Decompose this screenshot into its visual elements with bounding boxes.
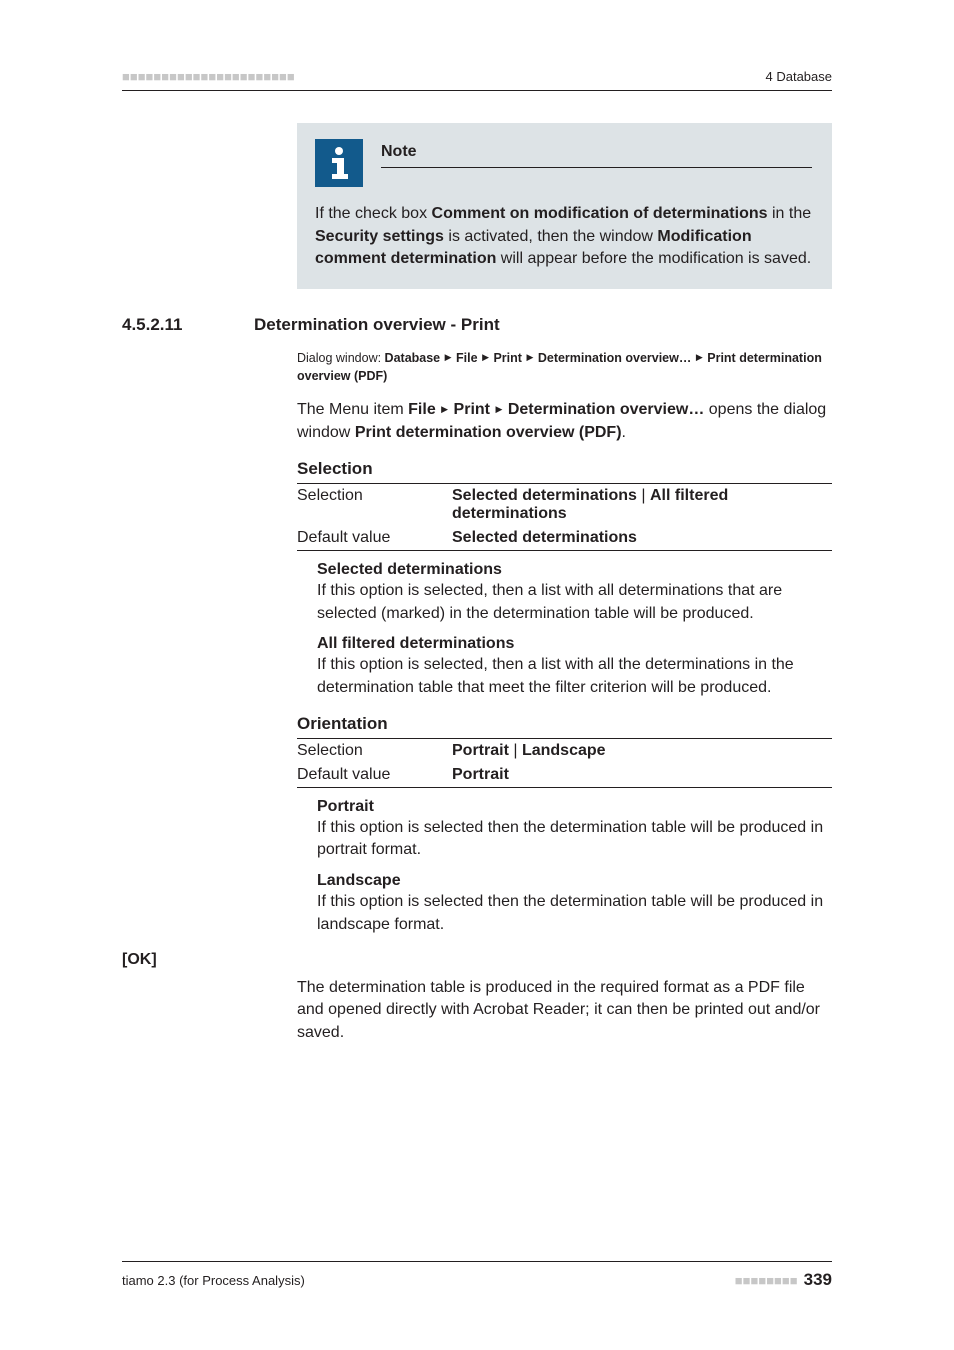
triangle-icon: ▶ (482, 351, 489, 364)
page-header: ■■■■■■■■■■■■■■■■■■■■■■ 4 Database (122, 68, 832, 84)
triangle-icon: ▶ (495, 403, 502, 416)
footer-left: tiamo 2.3 (for Process Analysis) (122, 1273, 305, 1288)
footer-dashes: ■■■■■■■■ (735, 1273, 798, 1288)
dialog-breadcrumb: Dialog window: Database ▶ File ▶ Print ▶… (297, 349, 832, 385)
ok-desc-block: The determination table is produced in t… (297, 977, 832, 1045)
section-title: Determination overview - Print (254, 315, 500, 335)
triangle-icon: ▶ (445, 351, 452, 364)
footer-rule (122, 1261, 832, 1262)
note-body: If the check box Comment on modification… (315, 203, 812, 271)
option-title: Landscape (317, 872, 832, 890)
table-row: Default value Portrait (297, 763, 832, 787)
note-text: in the (768, 205, 812, 222)
section-number: 4.5.2.11 (122, 315, 254, 335)
intro-text: . (622, 424, 626, 441)
note-heading-rule (381, 167, 812, 168)
crumb: File (456, 351, 478, 365)
orientation-options: Portrait If this option is selected then… (317, 798, 832, 937)
note-box: Note If the check box Comment on modific… (297, 123, 832, 289)
note-bold: Security settings (315, 228, 444, 245)
page-number: 339 (804, 1270, 832, 1290)
option-desc: If this option is selected then the dete… (317, 891, 832, 936)
note-heading: Note (381, 143, 812, 161)
option-title: Portrait (317, 798, 832, 816)
option-title: All filtered determinations (317, 635, 832, 653)
option-desc: If this option is selected, then a list … (317, 580, 832, 625)
header-rule (122, 90, 832, 91)
table-row: Selection Portrait | Landscape (297, 739, 832, 763)
row-key: Default value (297, 529, 452, 547)
row-value: Selected determinations | All filtered d… (452, 487, 832, 523)
note-heading-wrap: Note (381, 139, 812, 168)
row-key: Selection (297, 742, 452, 760)
note-bold: Comment on modification of determination… (432, 205, 768, 222)
row-value: Portrait (452, 766, 832, 784)
note-text: will appear before the modification is s… (496, 250, 811, 267)
triangle-icon: ▶ (526, 351, 533, 364)
value-a: Portrait (452, 766, 509, 783)
option-desc: If this option is selected then the dete… (317, 817, 832, 862)
intro-text: The Menu item (297, 401, 408, 418)
table-row: Default value Selected determinations (297, 526, 832, 550)
section-heading: 4.5.2.11 Determination overview - Print (122, 315, 832, 335)
table-row: Selection Selected determinations | All … (297, 484, 832, 526)
footer-right: ■■■■■■■■ 339 (735, 1270, 832, 1290)
value-sep: | (509, 742, 522, 759)
intro-bold: Print (454, 401, 490, 418)
ok-label: [OK] (122, 951, 832, 969)
triangle-icon: ▶ (696, 351, 703, 364)
header-chapter: 4 Database (766, 69, 833, 84)
value-a: Portrait (452, 742, 509, 759)
intro-bold: Determination overview… (508, 401, 705, 418)
page: ■■■■■■■■■■■■■■■■■■■■■■ 4 Database Note (0, 0, 954, 1350)
crumb: Print (493, 351, 521, 365)
section-body: Dialog window: Database ▶ File ▶ Print ▶… (297, 349, 832, 551)
dialog-prefix: Dialog window: (297, 351, 385, 365)
row-key: Selection (297, 487, 452, 523)
header-dashes: ■■■■■■■■■■■■■■■■■■■■■■ (122, 69, 295, 84)
selection-options: Selected determinations If this option i… (317, 561, 832, 700)
footer-row: tiamo 2.3 (for Process Analysis) ■■■■■■■… (122, 1270, 832, 1290)
selection-heading: Selection (297, 459, 832, 479)
selection-table: Selection Selected determinations | All … (297, 483, 832, 551)
info-icon (315, 139, 363, 187)
option-desc: If this option is selected, then a list … (317, 654, 832, 699)
option-title: Selected determinations (317, 561, 832, 579)
orientation-heading: Orientation (297, 714, 832, 734)
note-header-row: Note (315, 139, 812, 187)
triangle-icon: ▶ (441, 403, 448, 416)
page-footer: tiamo 2.3 (for Process Analysis) ■■■■■■■… (122, 1261, 832, 1290)
row-key: Default value (297, 766, 452, 784)
value-a: Selected determinations (452, 487, 637, 504)
row-value: Portrait | Landscape (452, 742, 832, 760)
crumb: Database (385, 351, 441, 365)
value-b: Landscape (522, 742, 606, 759)
intro-bold: Print determination overview (PDF) (355, 424, 622, 441)
row-value: Selected determinations (452, 529, 832, 547)
crumb: Determination overview… (538, 351, 692, 365)
intro-paragraph: The Menu item File ▶ Print ▶ Determinati… (297, 399, 832, 444)
value-sep: | (637, 487, 650, 504)
intro-bold: File (408, 401, 436, 418)
note-text: is activated, then the window (444, 228, 657, 245)
ok-desc: The determination table is produced in t… (297, 977, 832, 1045)
note-text: If the check box (315, 205, 432, 222)
orientation-block: Orientation Selection Portrait | Landsca… (297, 714, 832, 788)
value-a: Selected determinations (452, 529, 637, 546)
orientation-table: Selection Portrait | Landscape Default v… (297, 738, 832, 788)
content: Note If the check box Comment on modific… (122, 123, 832, 1045)
